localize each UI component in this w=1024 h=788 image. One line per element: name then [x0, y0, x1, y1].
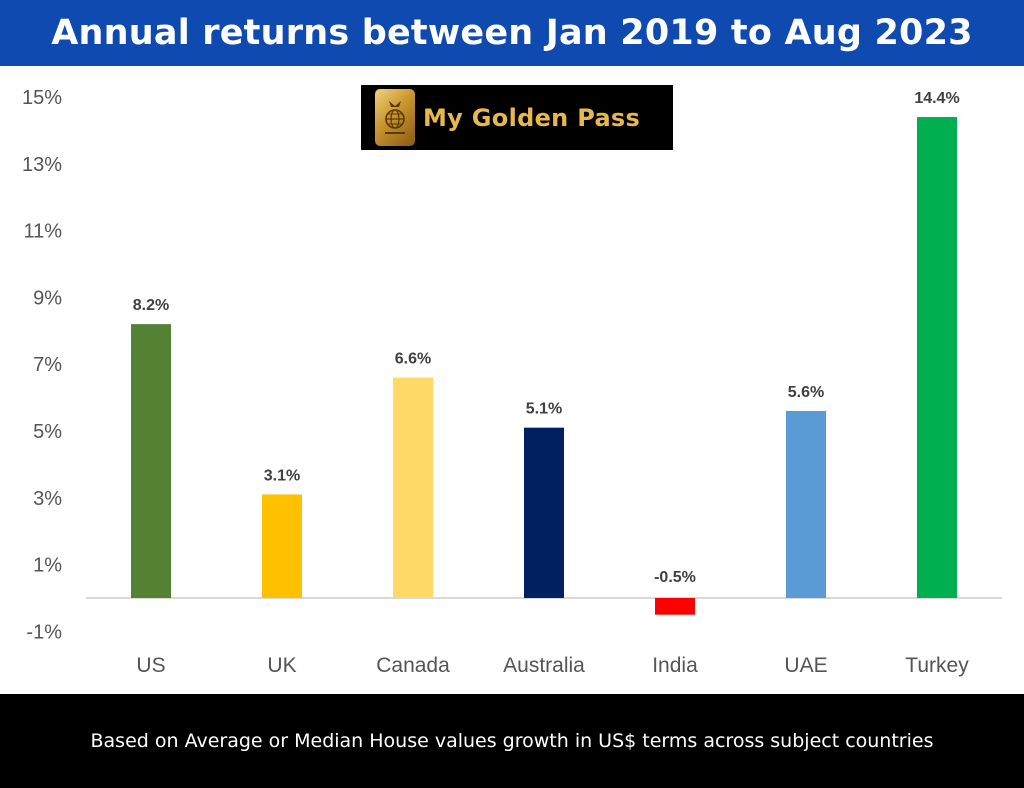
y-axis-ticks: 15% 13% 11% 9% 7% 5% 3% 1% -1%: [22, 87, 62, 643]
bar-australia: [524, 427, 564, 598]
y-tick-label: 1%: [33, 555, 62, 577]
data-label-australia: 5.1%: [526, 401, 562, 418]
bar-india: [655, 598, 695, 615]
footer-bar: Based on Average or Median House values …: [0, 694, 1024, 788]
category-label-india: India: [652, 654, 698, 677]
brand-logo: My Golden Pass: [361, 85, 673, 150]
data-label-canada: 6.6%: [395, 351, 431, 368]
y-tick-label: 3%: [33, 488, 62, 510]
data-label-uae: 5.6%: [788, 384, 824, 401]
chart-area: 15% 13% 11% 9% 7% 5% 3% 1% -1% 8.2% 3.1% 6.6% 5.1% -…: [0, 66, 1024, 694]
bars: [131, 117, 957, 615]
y-tick-label: 9%: [33, 287, 62, 309]
data-label-us: 8.2%: [133, 297, 169, 314]
category-label-uk: UK: [267, 654, 296, 677]
y-tick-label: 13%: [22, 154, 62, 176]
category-label-australia: Australia: [503, 654, 585, 677]
chart-title: Annual returns between Jan 2019 to Aug 2…: [51, 13, 973, 53]
bar-canada: [393, 377, 433, 598]
y-tick-label: 7%: [33, 354, 62, 376]
bar-uk: [262, 494, 302, 598]
data-labels: 8.2% 3.1% 6.6% 5.1% -0.5% 5.6% 14.4%: [133, 90, 960, 586]
bar-uae: [786, 410, 826, 598]
category-label-uae: UAE: [784, 654, 827, 677]
title-bar: Annual returns between Jan 2019 to Aug 2…: [0, 0, 1024, 66]
data-label-india: -0.5%: [654, 569, 696, 586]
y-tick-label: 15%: [22, 87, 62, 109]
category-label-turkey: Turkey: [905, 654, 969, 677]
category-labels: US UK Canada Australia India UAE Turkey: [136, 654, 969, 677]
logo-text: My Golden Pass: [423, 103, 641, 132]
bar-chart: 15% 13% 11% 9% 7% 5% 3% 1% -1% 8.2% 3.1% 6.6% 5.1% -…: [22, 87, 1002, 677]
bar-us: [131, 324, 171, 598]
y-tick-label: -1%: [26, 621, 62, 643]
category-label-canada: Canada: [376, 654, 450, 677]
y-tick-label: 5%: [33, 421, 62, 443]
data-label-uk: 3.1%: [264, 467, 300, 484]
passport-logo-icon: [375, 89, 415, 146]
y-tick-label: 11%: [23, 221, 62, 243]
category-label-us: US: [136, 654, 165, 677]
data-label-turkey: 14.4%: [914, 90, 959, 107]
bar-turkey: [917, 117, 957, 598]
footer-note: Based on Average or Median House values …: [90, 730, 934, 752]
